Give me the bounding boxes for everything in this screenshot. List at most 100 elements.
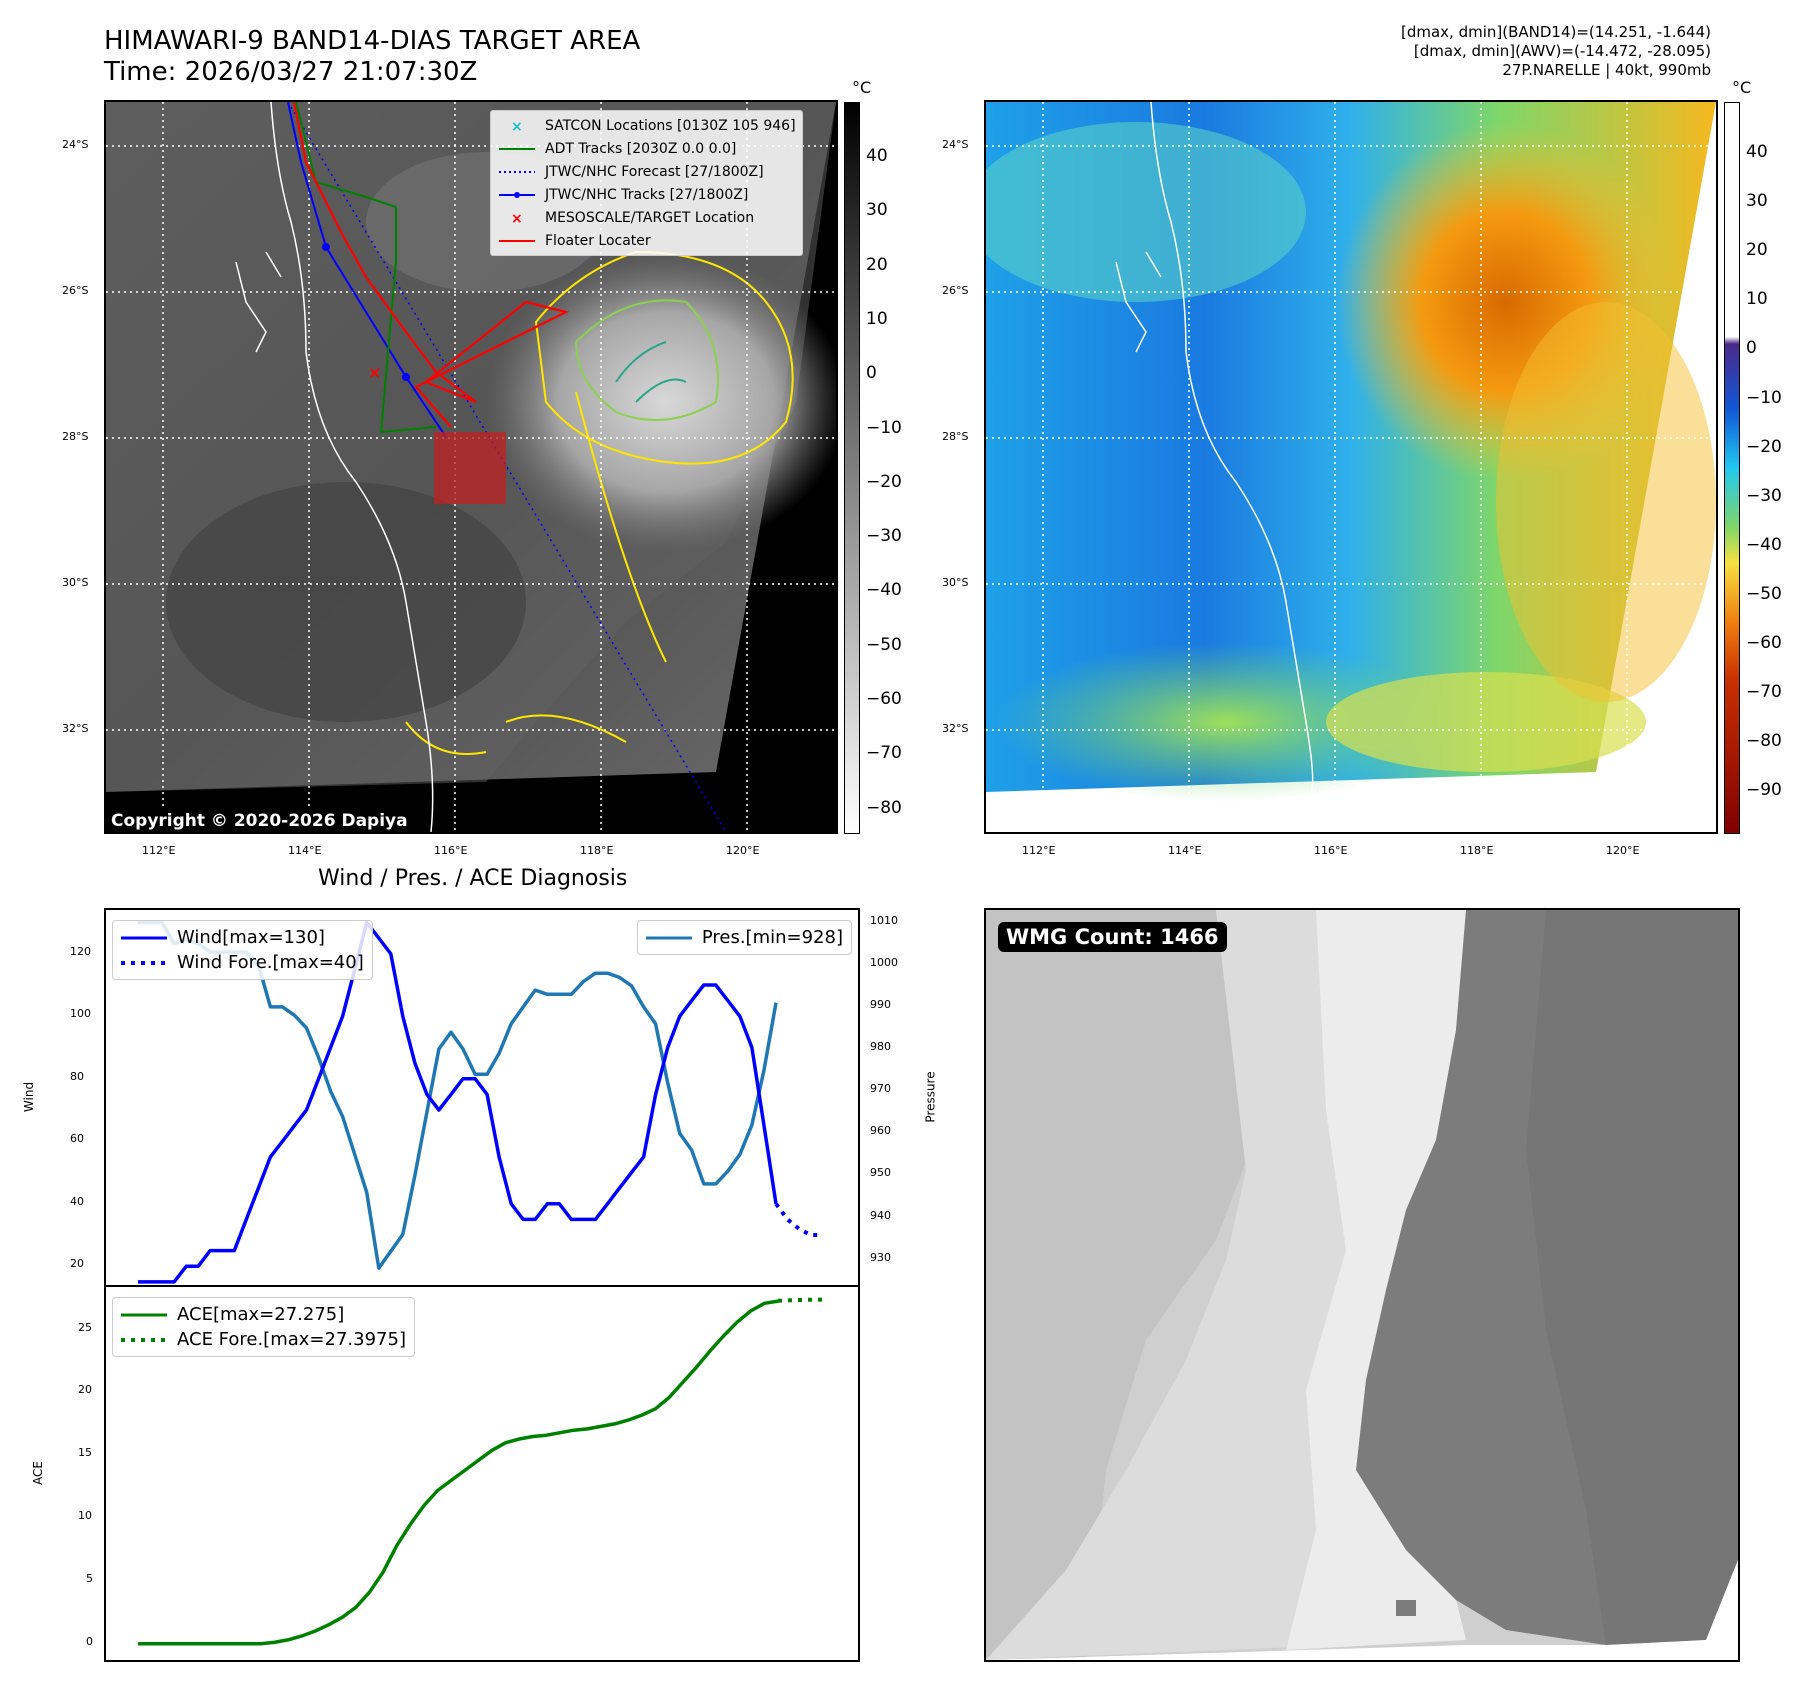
jtwc-track-point <box>402 373 410 381</box>
colorbar-color-tick: 40 <box>1746 142 1768 162</box>
colorbar-color-tick: 30 <box>1746 191 1768 212</box>
storm-info-line3: 27P.NARELLE | 40kt, 990mb <box>1502 61 1711 79</box>
storm-info-line1: [dmax, dmin](BAND14)=(14.251, -1.644) <box>1400 23 1711 41</box>
ace-ylabel: ACE <box>30 1461 45 1485</box>
ace-tick: 15 <box>78 1446 92 1460</box>
svg-text:×: × <box>511 119 523 134</box>
colorbar-gray-tick: −30 <box>866 526 902 547</box>
pressure-legend-pres: Pres.[min=928] <box>645 925 843 950</box>
colorbar-gray-tick: −70 <box>866 743 902 764</box>
wmg-light-band <box>1286 910 1466 1650</box>
mesoscale-marker: × <box>368 363 381 382</box>
svg-text:×: × <box>511 211 523 226</box>
awv-yellow-south <box>1326 672 1646 772</box>
wind-tick: 20 <box>70 1257 84 1271</box>
wind-legend: Wind[max=130] Wind Fore.[max=40] <box>112 920 373 980</box>
map-legend-jtwc-forecast-label: JTWC/NHC Forecast [27/1800Z] <box>545 163 764 180</box>
colorbar-color-unit: °C <box>1732 78 1752 97</box>
colorbar-color-tick: −70 <box>1746 682 1782 703</box>
awv-dry-east <box>1496 302 1716 702</box>
pressure-tick: 1000 <box>870 955 898 969</box>
colorbar-color-tick: −10 <box>1746 387 1782 408</box>
lon-label: 118°E <box>580 844 614 857</box>
ace-tick: 0 <box>86 1634 93 1648</box>
map-legend-satcon-label: SATCON Locations [0130Z 105 946] <box>545 117 796 134</box>
band14-map-panel: × × SATCON Locations [0130Z 105 946] ADT… <box>104 100 838 834</box>
ace-legend-ace-label: ACE[max=27.275] <box>177 1304 345 1325</box>
map-legend-satcon: × SATCON Locations [0130Z 105 946] <box>497 114 796 137</box>
ace-tick: 10 <box>78 1509 92 1523</box>
map-legend-jtwc-tracks: JTWC/NHC Tracks [27/1800Z] <box>497 183 796 206</box>
wind-series <box>138 920 778 1284</box>
colorbar-gray <box>844 102 860 834</box>
lon-label: 112°E <box>142 844 176 857</box>
colorbar-color-tick: −40 <box>1746 534 1782 555</box>
awv-green-south <box>996 642 1456 802</box>
ace-tick: 25 <box>78 1320 92 1334</box>
lat-label: 30°S <box>942 576 969 589</box>
wind-pressure-panel: Wind[max=130] Wind Fore.[max=40] Pres.[m… <box>104 908 860 1287</box>
pressure-tick: 940 <box>870 1208 891 1222</box>
clear-region <box>166 482 526 722</box>
coastline <box>270 102 434 832</box>
colorbar-color-tick: −20 <box>1746 436 1782 457</box>
wmg-blank-corner <box>986 1560 1738 1660</box>
cloud-contour-teal <box>615 341 687 403</box>
pressure-tick: 1010 <box>870 913 898 927</box>
wmg-count-badge: WMG Count: 1466 <box>998 922 1227 952</box>
wmg-panel: WMG Count: 1466 <box>984 908 1740 1662</box>
jtwc-forecast-track <box>287 102 727 832</box>
awv-coastline-shark-bay <box>1115 251 1162 353</box>
awv-map-panel <box>984 100 1718 834</box>
ace-tick: 20 <box>78 1383 92 1397</box>
colorbar-gray-unit: °C <box>852 78 872 97</box>
map-legend-adt-label: ADT Tracks [2030Z 0.0 0.0] <box>545 140 737 157</box>
figure-title-line2: Time: 2026/03/27 21:07:30Z <box>104 57 478 87</box>
colorbar-gray-tick: −40 <box>866 580 902 601</box>
colorbar-gray-tick: 0 <box>866 363 877 384</box>
awv-gridlines <box>986 102 1716 832</box>
band14-map-svg: × <box>106 102 836 832</box>
pressure-tick: 960 <box>870 1124 891 1138</box>
lon-label: 120°E <box>1606 844 1640 857</box>
pressure-legend: Pres.[min=928] <box>636 920 852 955</box>
ace-tick: 5 <box>86 1571 93 1585</box>
lat-label: 28°S <box>942 430 969 443</box>
wind-legend-fore: Wind Fore.[max=40] <box>121 950 364 975</box>
pressure-tick: 970 <box>870 1082 891 1096</box>
map-legend-adt: ADT Tracks [2030Z 0.0 0.0] <box>497 137 796 160</box>
colorbar-gray-tick: −50 <box>866 634 902 655</box>
wind-tick: 40 <box>70 1194 84 1208</box>
colorbar-gray-tick: −80 <box>866 797 902 818</box>
ace-plot <box>138 1297 823 1646</box>
colorbar-color-tick: −60 <box>1746 633 1782 653</box>
colorbar-gray-tick: −10 <box>866 417 902 438</box>
lon-label: 114°E <box>1168 844 1202 857</box>
awv-coastline <box>1150 102 1314 793</box>
map-legend-mesoscale: × MESOSCALE/TARGET Location <box>497 206 796 229</box>
lat-label: 32°S <box>942 722 969 735</box>
wind-tick: 60 <box>70 1132 84 1146</box>
lat-label: 24°S <box>62 138 89 151</box>
wmg-left-region <box>986 910 1286 1660</box>
pressure-legend-label: Pres.[min=928] <box>701 927 843 948</box>
target-box <box>434 432 506 504</box>
wind-legend-wind: Wind[max=130] <box>121 925 364 950</box>
colorbar-gray-tick: 30 <box>866 200 888 221</box>
ace-legend: ACE[max=27.275] ACE Fore.[max=27.3975] <box>112 1297 415 1357</box>
figure-title-line1: HIMAWARI-9 BAND14-DIAS TARGET AREA <box>104 26 641 56</box>
lat-label: 32°S <box>62 722 89 735</box>
colorbar-color-tick: 10 <box>1746 289 1768 310</box>
ace-legend-fore-label: ACE Fore.[max=27.3975] <box>177 1329 406 1350</box>
wind-tick: 100 <box>70 1007 91 1021</box>
lon-label: 112°E <box>1022 844 1056 857</box>
diagnosis-title: Wind / Pres. / ACE Diagnosis <box>318 866 628 891</box>
colorbar-color-tick: −80 <box>1746 731 1782 752</box>
colorbar-color-tick: −90 <box>1746 780 1782 801</box>
wmg-image <box>986 910 1738 1660</box>
cloud-core <box>486 252 836 552</box>
wind-tick: 80 <box>70 1069 84 1083</box>
colorbar-color-tick: 0 <box>1746 338 1757 359</box>
awv-moist-north <box>986 122 1306 302</box>
wmg-darker-region <box>1526 910 1738 1645</box>
